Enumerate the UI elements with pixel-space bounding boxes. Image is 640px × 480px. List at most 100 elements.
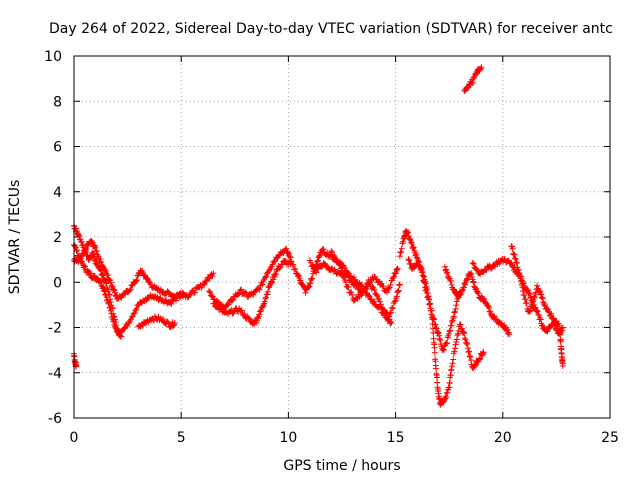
data-point	[512, 256, 519, 263]
data-point	[203, 278, 210, 285]
data-point	[426, 301, 433, 308]
data-marks	[71, 64, 566, 408]
data-point	[376, 295, 383, 302]
data-point	[387, 281, 394, 288]
data-point	[110, 286, 117, 293]
data-point	[98, 271, 105, 278]
data-point	[431, 349, 438, 356]
data-point	[91, 243, 98, 250]
data-point	[82, 263, 89, 270]
data-point	[230, 309, 237, 316]
data-point	[384, 289, 391, 296]
data-point	[107, 307, 114, 314]
data-point	[486, 308, 493, 315]
data-point	[256, 311, 263, 318]
data-point	[453, 339, 460, 346]
y-tick-label: 8	[53, 94, 62, 110]
data-point	[426, 300, 433, 307]
data-point	[354, 281, 361, 288]
data-point	[229, 310, 236, 317]
data-point	[463, 339, 470, 346]
data-point	[433, 365, 440, 372]
data-point	[306, 283, 313, 290]
data-point	[344, 272, 351, 279]
data-point	[435, 329, 442, 336]
data-point	[101, 287, 108, 294]
data-point	[539, 295, 546, 302]
data-point	[532, 304, 539, 311]
data-point	[423, 287, 430, 294]
data-point	[107, 276, 114, 283]
data-point	[464, 341, 471, 348]
data-point	[105, 300, 112, 307]
data-point	[266, 284, 273, 291]
data-point	[133, 277, 140, 284]
data-point	[179, 289, 186, 296]
data-point	[72, 243, 79, 250]
data-point	[261, 298, 268, 305]
data-point	[488, 265, 495, 272]
data-point	[257, 308, 264, 315]
data-point	[302, 289, 309, 296]
data-point	[229, 297, 236, 304]
data-point	[96, 258, 103, 265]
data-point	[440, 398, 447, 405]
data-point	[101, 288, 108, 295]
data-point	[345, 284, 352, 291]
data-point	[447, 372, 454, 379]
data-point	[466, 353, 473, 360]
data-point	[448, 278, 455, 285]
data-point	[398, 248, 405, 255]
data-point	[262, 295, 269, 302]
data-point	[483, 266, 490, 273]
data-point	[537, 314, 544, 321]
data-point	[132, 307, 139, 314]
data-point	[102, 267, 109, 274]
data-point	[313, 269, 320, 276]
data-point	[256, 286, 263, 293]
data-point	[245, 314, 252, 321]
data-point	[464, 345, 471, 352]
data-point	[453, 336, 460, 343]
data-point	[393, 293, 400, 300]
data-point	[406, 257, 413, 264]
data-point	[453, 298, 460, 305]
data-point	[443, 270, 450, 277]
data-point	[206, 289, 213, 296]
data-point	[81, 262, 88, 269]
x-tick-label: 5	[177, 430, 186, 446]
data-point	[170, 322, 177, 329]
data-point	[396, 282, 403, 289]
data-point	[436, 332, 443, 339]
data-point	[396, 281, 403, 288]
data-point	[459, 287, 466, 294]
data-point	[108, 282, 115, 289]
data-point	[77, 236, 84, 243]
data-point	[93, 247, 100, 254]
data-point	[92, 244, 99, 251]
data-point	[337, 262, 344, 269]
data-point	[397, 249, 404, 256]
data-point	[470, 260, 477, 267]
data-point	[283, 245, 290, 252]
y-tick-label: 10	[44, 49, 62, 65]
data-point	[388, 319, 395, 326]
data-point	[254, 314, 261, 321]
data-point	[513, 259, 520, 266]
data-point	[443, 394, 450, 401]
data-point	[157, 286, 164, 293]
data-point	[405, 256, 412, 263]
data-point	[353, 294, 360, 301]
data-point	[77, 256, 84, 263]
data-point	[463, 276, 470, 283]
data-point	[413, 251, 420, 258]
data-point	[151, 292, 158, 299]
data-point	[88, 238, 95, 245]
data-point	[191, 289, 198, 296]
data-point	[278, 261, 285, 268]
data-point	[460, 284, 467, 291]
data-point	[431, 316, 438, 323]
data-point	[423, 289, 430, 296]
data-point	[440, 346, 447, 353]
data-point	[160, 316, 167, 323]
